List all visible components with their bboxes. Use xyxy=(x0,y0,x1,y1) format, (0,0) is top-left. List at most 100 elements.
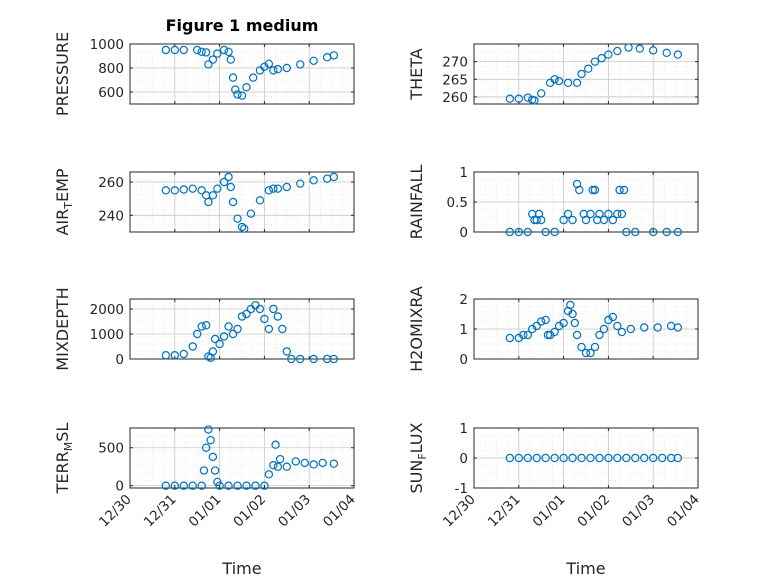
axes-box xyxy=(129,43,355,105)
y-tick-label: 1000 xyxy=(90,327,124,343)
data-point xyxy=(296,354,305,364)
data-point xyxy=(568,215,577,225)
data-point xyxy=(640,453,649,463)
data-point xyxy=(599,324,609,334)
y-axis-label: AIRTEMP xyxy=(53,168,75,235)
data-point xyxy=(309,176,318,185)
data-point xyxy=(673,453,683,463)
data-point xyxy=(219,177,229,187)
data-point xyxy=(231,85,240,94)
axes-box xyxy=(473,43,699,105)
data-point xyxy=(161,45,171,55)
data-point xyxy=(554,76,564,86)
data-point xyxy=(309,56,318,66)
data-point xyxy=(179,481,188,490)
data-point xyxy=(237,91,247,100)
data-point xyxy=(264,324,274,334)
data-point xyxy=(179,349,188,359)
y-tick-label: 0 xyxy=(459,352,468,368)
y-axis-label: MIXDEPTH xyxy=(53,287,72,370)
y-tick-label: 2000 xyxy=(90,302,124,318)
data-point xyxy=(505,94,515,103)
data-point xyxy=(550,227,559,237)
data-point xyxy=(541,453,550,463)
x-axis-label-right: Time xyxy=(565,559,605,578)
data-point xyxy=(255,304,265,314)
data-point xyxy=(233,481,242,490)
data-point xyxy=(550,75,559,84)
data-point xyxy=(604,50,613,59)
data-point xyxy=(532,321,541,331)
data-point xyxy=(613,321,622,331)
y-tick-label: 1 xyxy=(459,322,468,338)
data-point xyxy=(170,481,179,490)
data-point xyxy=(282,462,291,471)
data-point xyxy=(300,458,309,468)
data-point xyxy=(201,48,211,57)
data-point xyxy=(505,453,515,463)
data-point xyxy=(269,66,278,75)
data-point xyxy=(505,333,515,343)
data-point xyxy=(617,327,627,337)
y-tick-label: 0 xyxy=(115,352,124,368)
data-point xyxy=(541,315,550,325)
data-point xyxy=(224,47,233,57)
data-point xyxy=(273,462,283,471)
data-point xyxy=(640,323,649,332)
data-point xyxy=(226,182,235,192)
data-point xyxy=(577,69,586,79)
data-point xyxy=(673,50,683,59)
data-point xyxy=(673,323,683,332)
data-point xyxy=(631,453,640,463)
data-point xyxy=(530,96,539,105)
data-point xyxy=(242,82,251,92)
data-point xyxy=(626,324,636,334)
figure-title: Figure 1 medium xyxy=(166,16,319,35)
y-axis-label: H2OMIXRA xyxy=(407,286,426,372)
data-point xyxy=(269,304,278,314)
data-point xyxy=(514,94,524,103)
data-point xyxy=(581,215,591,225)
data-point xyxy=(170,45,179,55)
y-tick-label: 500 xyxy=(98,441,124,457)
data-point xyxy=(208,55,218,64)
data-point xyxy=(622,227,631,237)
data-point xyxy=(264,470,274,479)
data-point xyxy=(619,185,629,195)
axes-box xyxy=(129,298,355,360)
data-point xyxy=(541,227,550,237)
data-point xyxy=(563,78,573,88)
data-point xyxy=(264,59,274,69)
data-point xyxy=(586,348,595,358)
data-point xyxy=(208,347,218,356)
data-point xyxy=(615,185,624,195)
data-point xyxy=(278,324,287,334)
data-point xyxy=(631,227,640,237)
data-point xyxy=(532,453,541,463)
data-point xyxy=(192,329,202,339)
data-point xyxy=(519,330,528,340)
data-point xyxy=(213,49,222,58)
y-tick-label: 260 xyxy=(442,90,468,106)
data-point xyxy=(662,227,671,237)
data-point xyxy=(161,481,171,490)
axes-box xyxy=(129,427,355,489)
data-point xyxy=(559,453,568,463)
data-point xyxy=(590,57,600,66)
data-point xyxy=(550,327,559,337)
data-point xyxy=(559,318,568,328)
data-point xyxy=(673,227,683,237)
data-point xyxy=(653,323,662,332)
data-point xyxy=(228,329,238,339)
data-point xyxy=(188,184,197,193)
data-point xyxy=(309,460,318,469)
data-point xyxy=(204,425,213,434)
data-point xyxy=(577,342,586,352)
data-point xyxy=(197,186,206,195)
data-point xyxy=(608,312,618,322)
y-tick-label: 1 xyxy=(459,165,468,181)
y-tick-label: 0 xyxy=(459,451,468,467)
data-point xyxy=(604,453,613,463)
y-axis-label: SUNFLUX xyxy=(407,422,429,493)
